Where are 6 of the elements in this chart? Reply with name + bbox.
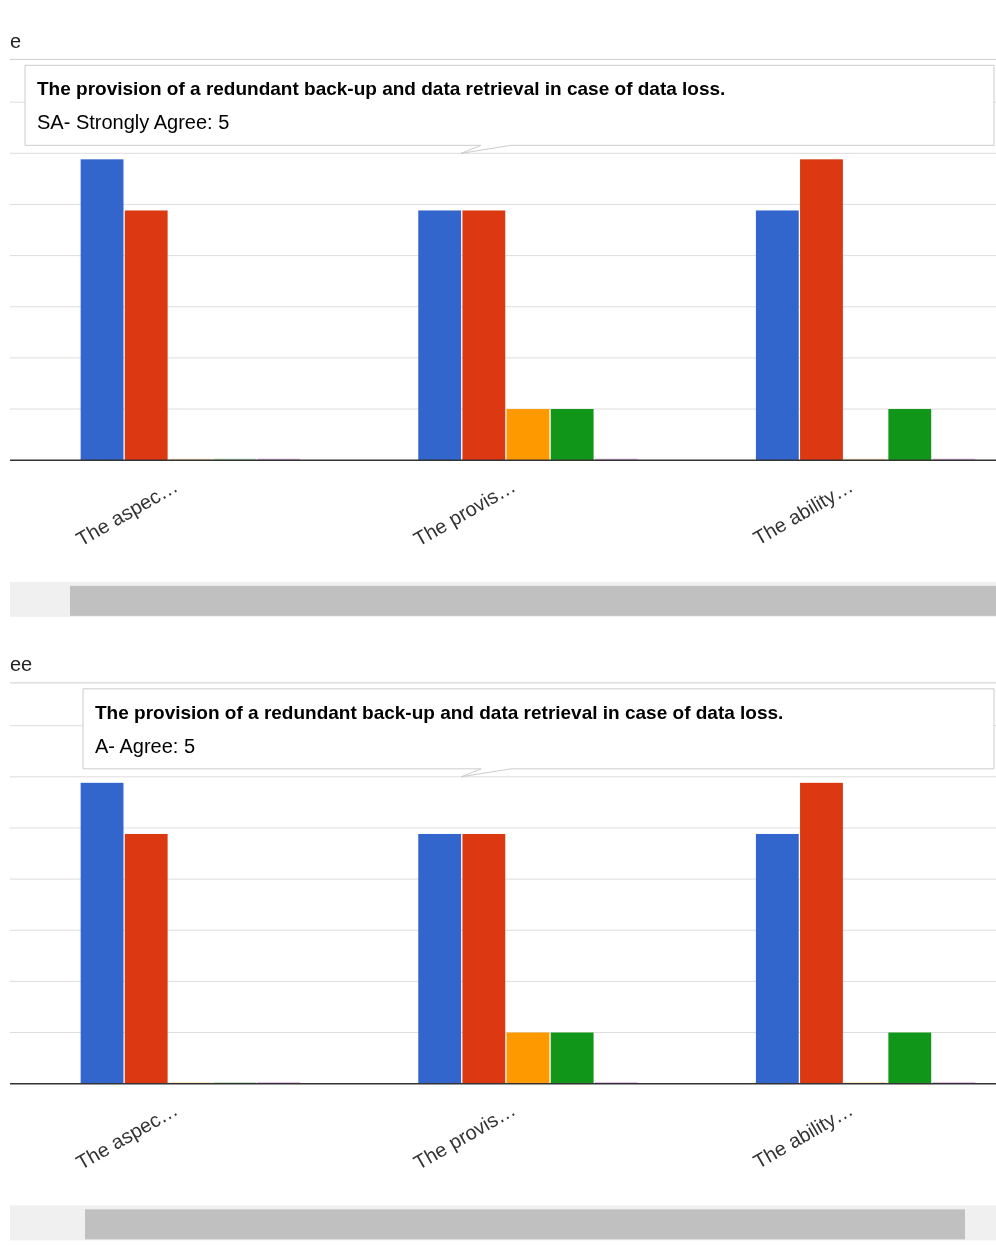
chart-title: ee: [10, 653, 33, 675]
text: SA- Strongly Agree: 5: [37, 111, 230, 134]
text: A- Agree: 5: [95, 734, 196, 757]
chart-title: e: [10, 29, 22, 52]
text: The provision of a redundant back-up and data retrieval in case of data loss.: [37, 78, 726, 100]
text: The provision of a redundant back-up and data retrieval in case of data loss.: [95, 701, 784, 723]
